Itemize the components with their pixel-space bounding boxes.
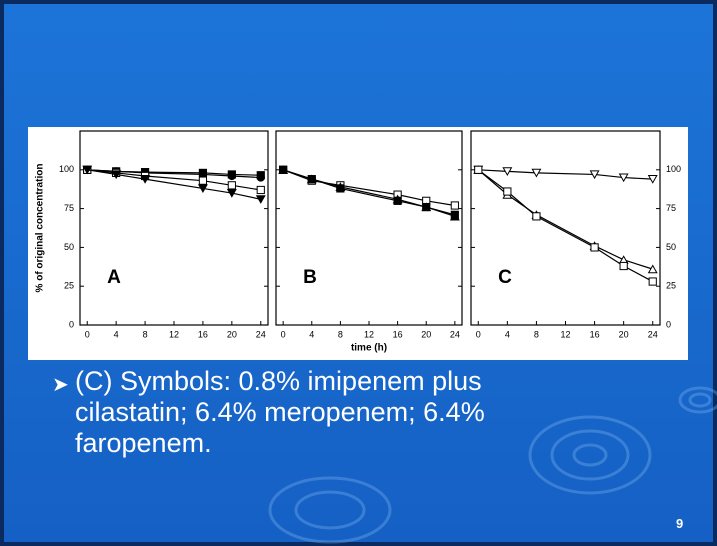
- marker: [227, 181, 236, 190]
- marker: [503, 187, 512, 196]
- x-tick-label: 4: [309, 329, 314, 339]
- series-line: [282, 169, 455, 207]
- x-tick-label: 20: [619, 329, 629, 339]
- marker: [227, 171, 236, 181]
- x-tick-label: 4: [505, 329, 510, 339]
- marker: [449, 211, 460, 221]
- panel-label: C: [498, 267, 512, 288]
- charts: 0 4 8 12 16 20 24 0 25 50 75 100 A % of original conc…: [35, 130, 681, 354]
- panel-label: A: [107, 267, 121, 288]
- marker: [647, 175, 658, 184]
- x-tick-label: 8: [143, 329, 148, 339]
- x-tick-label: 0: [281, 329, 286, 339]
- y-tick-label: 100: [666, 164, 681, 174]
- x-tick-label: 0: [476, 329, 481, 339]
- y-tick-label: 0: [69, 319, 74, 329]
- x-tick-label: 20: [421, 329, 431, 339]
- marker: [648, 277, 657, 286]
- series-line: [87, 169, 261, 200]
- bullet-marker: ➤: [52, 374, 69, 396]
- y-tick-label: 0: [666, 319, 671, 329]
- x-tick-label: 8: [338, 329, 343, 339]
- x-tick-label: 12: [364, 329, 374, 339]
- marker: [532, 212, 541, 221]
- x-tick-label: 12: [560, 329, 570, 339]
- y-tick-label: 50: [666, 242, 676, 252]
- x-tick-label: 0: [85, 329, 90, 339]
- marker: [255, 195, 266, 204]
- marker: [421, 202, 432, 212]
- marker: [392, 194, 403, 204]
- y-tick-label: 75: [666, 203, 676, 213]
- x-tick-label: 20: [227, 329, 237, 339]
- marker: [140, 175, 151, 184]
- marker: [306, 174, 317, 184]
- marker: [531, 168, 542, 178]
- x-tick-label: 24: [648, 329, 658, 339]
- chart-image: [28, 127, 688, 360]
- bullet-text: (C) Symbols: 0.8% imipenem plus cilastat…: [75, 366, 485, 458]
- y-tick-label: 100: [59, 164, 74, 174]
- x-tick-label: 16: [590, 329, 600, 339]
- marker: [197, 184, 208, 194]
- series-line: [282, 169, 456, 217]
- marker: [589, 170, 600, 180]
- marker: [474, 165, 483, 174]
- marker: [618, 173, 629, 183]
- x-tick-label: 16: [393, 329, 403, 339]
- series-line: [87, 169, 261, 191]
- marker: [450, 201, 459, 210]
- ripples: [268, 386, 717, 544]
- series-line: [477, 169, 654, 283]
- marker: [226, 188, 237, 198]
- marker: [82, 165, 93, 175]
- marker: [502, 167, 513, 176]
- series-line: [87, 169, 261, 179]
- y-tick-label: 50: [64, 242, 74, 252]
- marker: [647, 264, 658, 274]
- y-tick-label: 25: [666, 281, 676, 291]
- marker: [256, 173, 265, 182]
- marker: [198, 176, 208, 185]
- panel-label: B: [303, 267, 317, 288]
- x-tick-label: 8: [534, 329, 539, 339]
- marker: [111, 170, 122, 180]
- y-tick-label: 25: [64, 281, 74, 291]
- x-tick-label: 12: [169, 329, 179, 339]
- series-line: [478, 169, 653, 180]
- page-number: 9: [676, 516, 684, 531]
- marker: [335, 182, 346, 191]
- marker: [619, 261, 628, 271]
- marker: [256, 185, 265, 195]
- series-line: [477, 169, 653, 270]
- x-tick-label: 24: [256, 329, 266, 339]
- marker: [278, 165, 289, 174]
- x-axis-label: time (h): [351, 343, 387, 354]
- x-tick-label: 4: [114, 329, 119, 339]
- y-axis-label: % of original concentration: [35, 164, 46, 293]
- x-tick-label: 24: [450, 329, 460, 339]
- marker: [590, 243, 599, 252]
- x-tick-label: 16: [198, 329, 208, 339]
- y-tick-label: 75: [64, 203, 74, 213]
